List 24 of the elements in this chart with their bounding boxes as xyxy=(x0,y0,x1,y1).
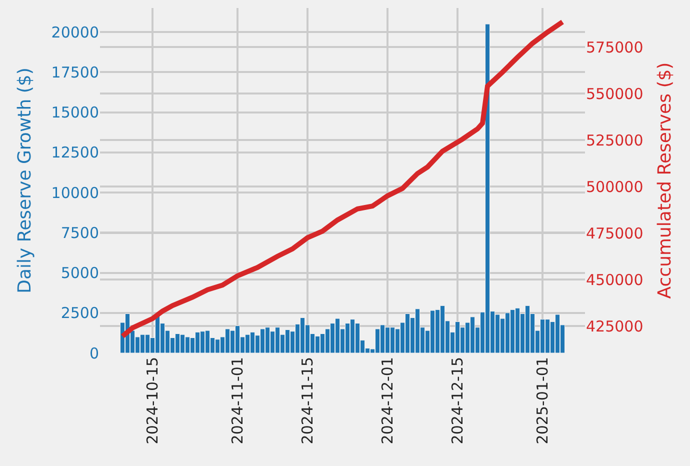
y-tick-label: 5000 xyxy=(60,264,99,282)
y-tick-label: 0 xyxy=(89,344,99,362)
y2-tick-label: 575000 xyxy=(586,38,644,56)
y-tick-label: 2500 xyxy=(60,304,99,322)
y2-tick-label: 425000 xyxy=(586,317,644,336)
x-tick-label: 2024-12-15 xyxy=(448,357,466,444)
y2-tick-label: 450000 xyxy=(586,270,644,289)
y-tick-label: 17500 xyxy=(51,63,99,82)
y2-axis-title: Accumulated Reserves ($) xyxy=(654,62,676,299)
x-tick-label: 2025-01-01 xyxy=(533,357,552,444)
y-tick-label: 20000 xyxy=(51,23,99,42)
y-axis-title: Daily Reserve Growth ($) xyxy=(14,68,36,294)
y-tick-label: 15000 xyxy=(51,104,99,122)
y2-tick-label: 475000 xyxy=(586,224,644,242)
x-tick-label: 2024-10-15 xyxy=(143,357,162,444)
y2-tick-label: 550000 xyxy=(586,84,644,103)
x-tick-label: 2024-12-01 xyxy=(378,357,396,444)
y-tick-label: 10000 xyxy=(51,184,99,202)
x-tick-label: 2024-11-01 xyxy=(228,357,246,444)
y-tick-label: 7500 xyxy=(60,224,99,242)
y2-tick-label: 500000 xyxy=(586,178,644,196)
y2-tick-label: 525000 xyxy=(586,131,644,150)
y-tick-label: 12500 xyxy=(51,144,99,162)
x-tick-label: 2024-11-15 xyxy=(298,357,316,444)
